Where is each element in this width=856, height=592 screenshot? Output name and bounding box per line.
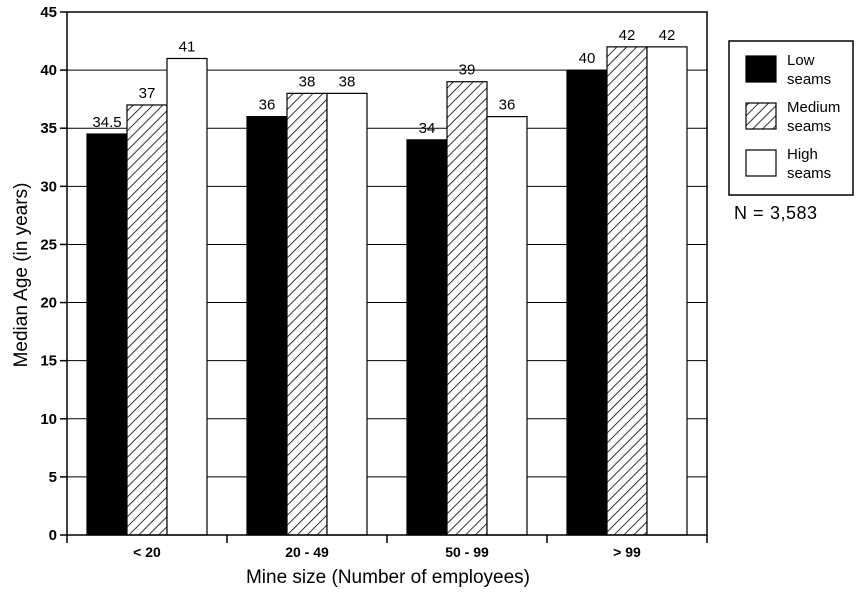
bar [606, 46, 648, 536]
legend-label: seams [787, 118, 831, 135]
bar [566, 69, 608, 536]
legend-label: Low [787, 52, 815, 69]
bar [286, 92, 328, 536]
sample-size-note: N = 3,583 [734, 203, 824, 224]
bar [446, 81, 488, 536]
legend-label: Medium [787, 99, 840, 116]
x-tick-label: 50 - 99 [445, 544, 489, 560]
bar [646, 46, 688, 536]
axes [60, 11, 708, 543]
bar [246, 115, 288, 536]
y-tick-label: 10 [40, 411, 57, 428]
bar-value-label: 40 [579, 50, 596, 67]
y-tick-label: 20 [40, 295, 57, 312]
legend-swatch [745, 102, 777, 130]
bar-value-label: 36 [499, 97, 516, 114]
y-axis-label: Median Age (in years) [11, 183, 32, 368]
legend-label: seams [787, 165, 831, 182]
bar-value-label: 41 [179, 38, 196, 55]
y-tick-label: 0 [49, 527, 57, 544]
legend-swatch [745, 149, 777, 177]
legend: Low seams Medium seams High seams [728, 40, 854, 196]
bar-value-label: 37 [139, 85, 156, 102]
bar-value-label: 42 [659, 27, 676, 44]
sample-size-label: N = [734, 203, 765, 223]
y-tick-label: 30 [40, 178, 57, 195]
bar [126, 104, 168, 536]
y-tick-label: 35 [40, 120, 57, 137]
bar [326, 92, 368, 536]
sample-size-value: 3,583 [770, 203, 818, 223]
bar-value-label: 39 [459, 62, 476, 79]
bar [166, 57, 208, 536]
bar-value-label: 34.5 [92, 114, 121, 131]
x-axis-label: Mine size (Number of employees) [246, 567, 530, 588]
x-tick-label: 20 - 49 [285, 544, 329, 560]
y-tick-label: 5 [49, 469, 57, 486]
bar [86, 133, 128, 536]
y-tick-label: 40 [40, 62, 57, 79]
x-tick-label: < 20 [133, 544, 161, 560]
bar-value-label: 38 [339, 73, 356, 90]
labels: 0 5 10 15 20 25 30 35 40 45 34.5 37 41 < 20 36 38 38 20 -… [40, 4, 675, 560]
bar [486, 115, 528, 536]
legend-label: seams [787, 71, 831, 88]
bars [86, 46, 688, 536]
bar-value-label: 36 [259, 97, 276, 114]
bar [406, 139, 448, 536]
x-tick-label: > 99 [613, 544, 641, 560]
y-tick-label: 45 [40, 4, 57, 21]
y-tick-label: 15 [40, 353, 57, 370]
legend-swatch [745, 55, 777, 83]
y-tick-label: 25 [40, 236, 57, 253]
bar-value-label: 42 [619, 27, 636, 44]
bar-value-label: 34 [419, 120, 436, 137]
bar-value-label: 38 [299, 73, 316, 90]
legend-label: High [787, 146, 818, 163]
